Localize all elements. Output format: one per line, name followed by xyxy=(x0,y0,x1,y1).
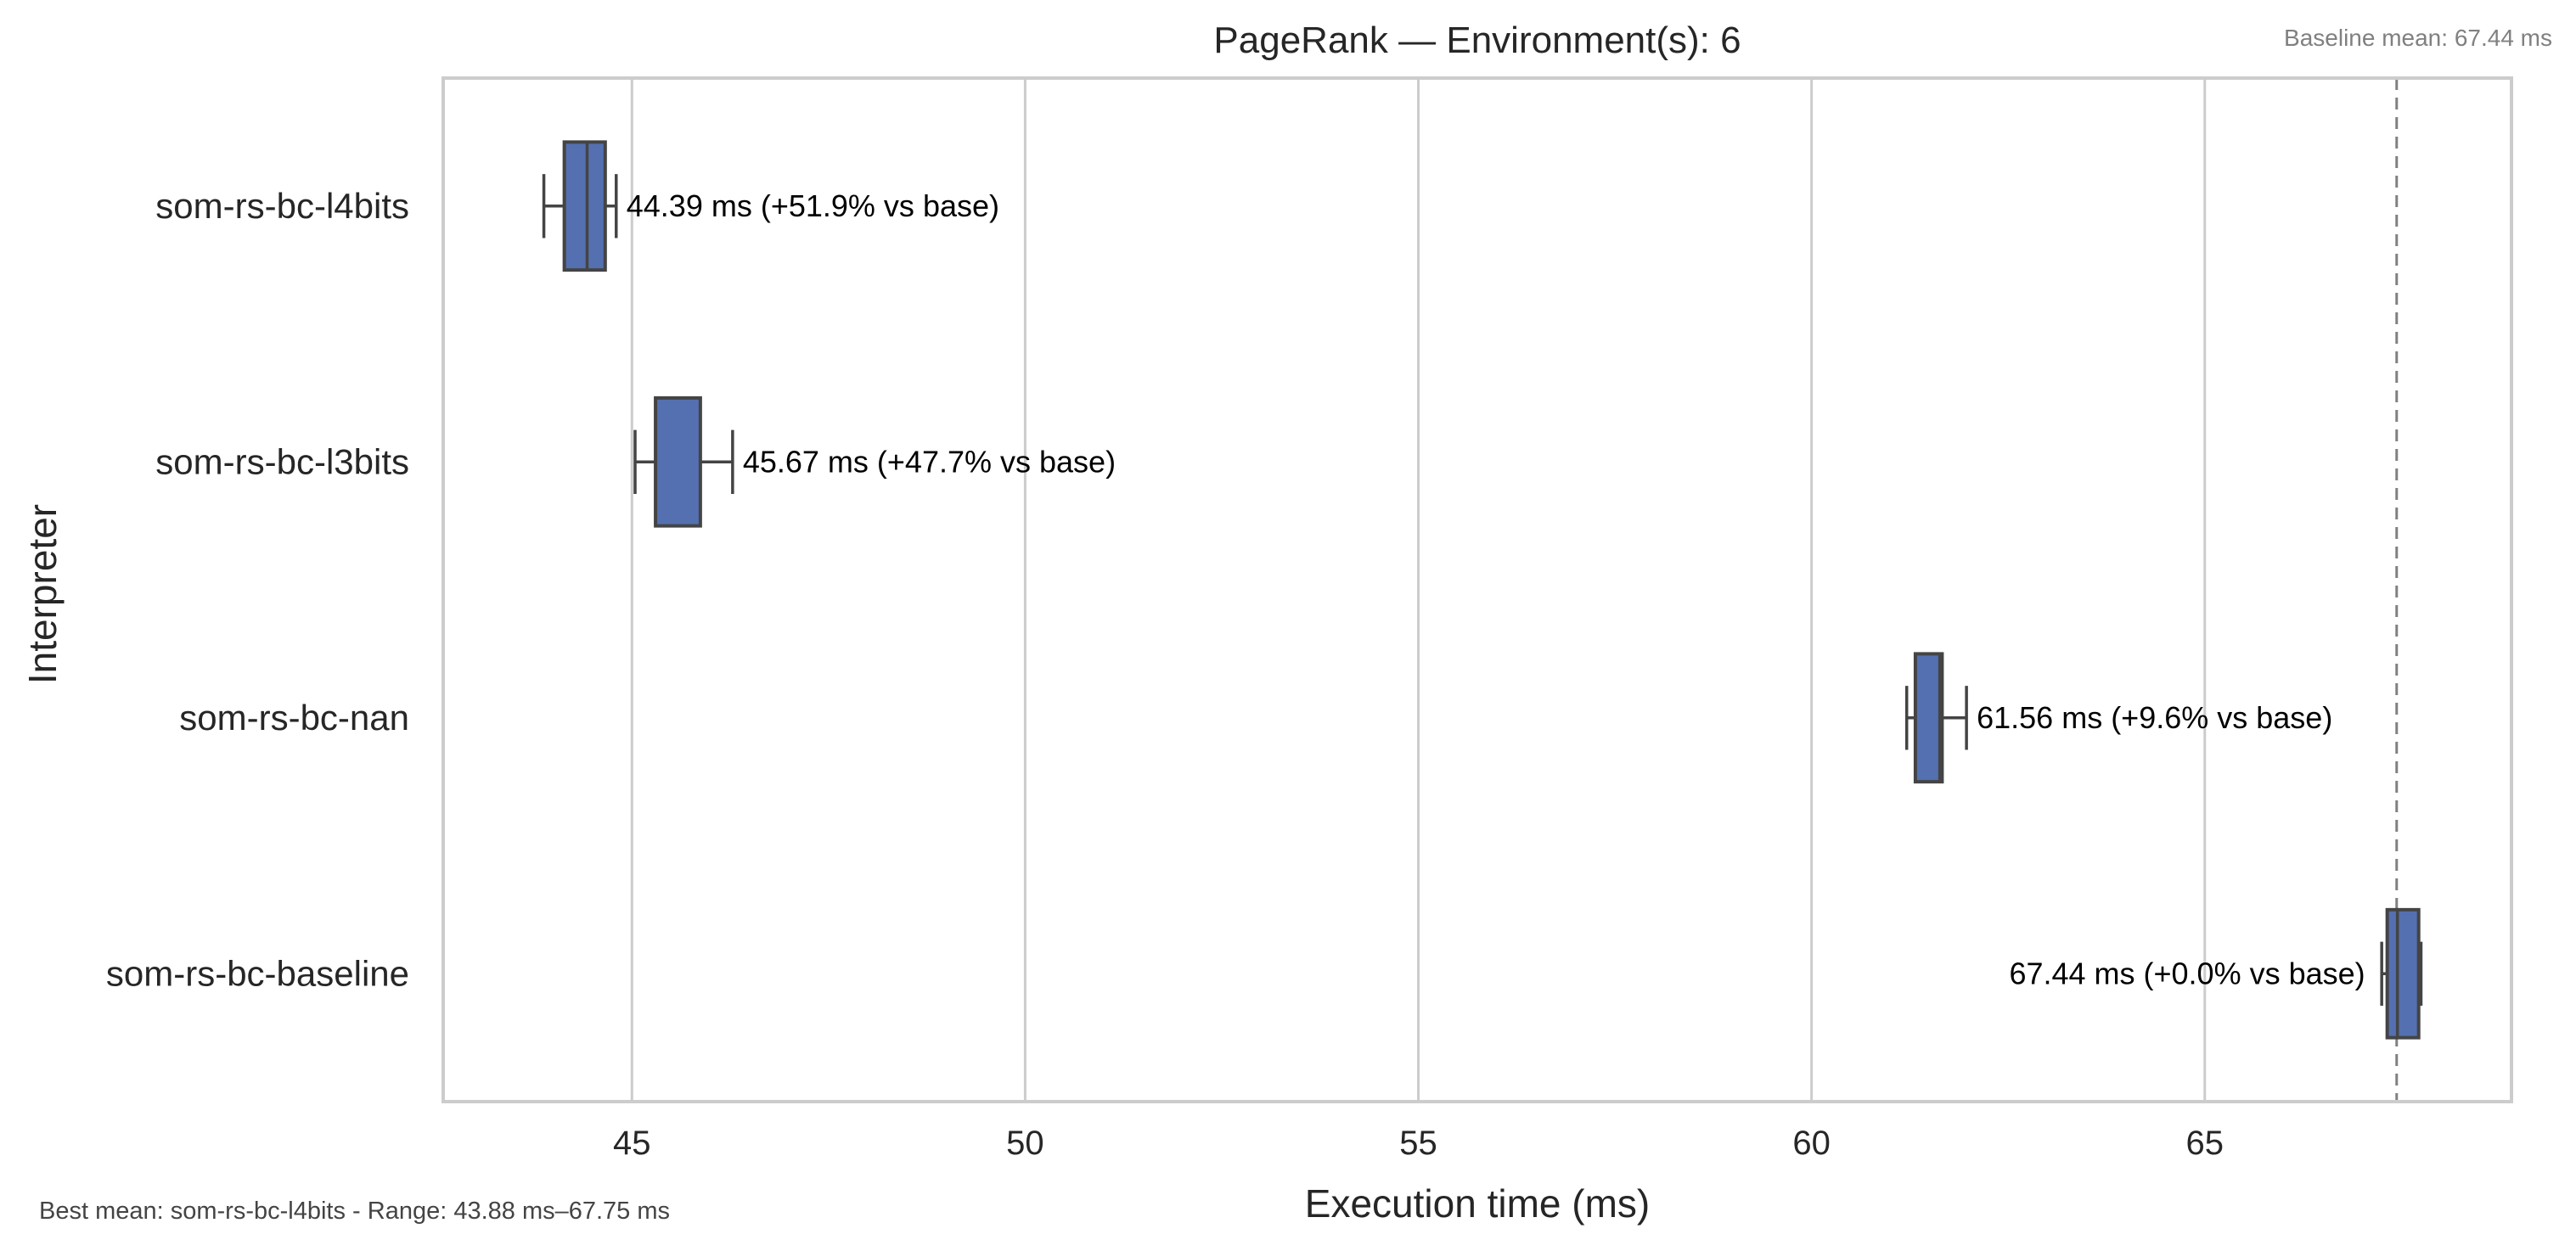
box-som-rs-bc-nan xyxy=(1904,652,1968,784)
x-axis-label: Execution time (ms) xyxy=(1305,1181,1650,1226)
grid-lines xyxy=(630,78,2207,1102)
box-value-label: 45.67 ms (+47.7% vs base) xyxy=(743,444,1116,479)
box-iqr xyxy=(562,140,607,272)
y-tick-label: som-rs-bc-nan xyxy=(179,698,409,738)
box-value-label: 44.39 ms (+51.9% vs base) xyxy=(627,188,999,223)
plot-frame xyxy=(442,76,2513,1103)
box-iqr xyxy=(654,395,702,528)
x-tick-label: 50 xyxy=(1006,1125,1044,1162)
baseline-caption: Baseline mean: 67.44 ms xyxy=(2284,25,2552,51)
tick-labels: 45 50 55 60 65 som-rs-bc-l4bits som-rs-bc-l3bi… xyxy=(106,186,2224,1162)
boxes xyxy=(542,140,2423,1040)
box-som-rs-bc-baseline xyxy=(2380,907,2423,1040)
box-som-rs-bc-l3bits xyxy=(633,395,734,528)
box-som-rs-bc-l4bits xyxy=(542,140,618,272)
box-value-label: 67.44 ms (+0.0% vs base) xyxy=(2009,956,2365,990)
value-labels: 44.39 ms (+51.9% vs base) 45.67 ms (+47.7… xyxy=(627,188,2365,991)
x-tick-label: 65 xyxy=(2186,1125,2224,1162)
box-value-label: 61.56 ms (+9.6% vs base) xyxy=(1977,700,2332,735)
x-tick-label: 55 xyxy=(1399,1125,1437,1162)
y-tick-label: som-rs-bc-baseline xyxy=(106,953,409,993)
box-iqr xyxy=(1913,652,1944,784)
y-tick-label: som-rs-bc-l4bits xyxy=(155,186,409,226)
box-iqr xyxy=(2385,907,2421,1040)
chart-title: PageRank — Environment(s): 6 xyxy=(1213,20,1741,61)
y-tick-label: som-rs-bc-l3bits xyxy=(155,441,409,481)
x-tick-label: 45 xyxy=(613,1125,651,1162)
x-tick-label: 60 xyxy=(1792,1125,1831,1162)
y-axis-label: Interpreter xyxy=(20,504,65,684)
footnote: Best mean: som-rs-bc-l4bits - Range: 43.… xyxy=(39,1198,670,1225)
